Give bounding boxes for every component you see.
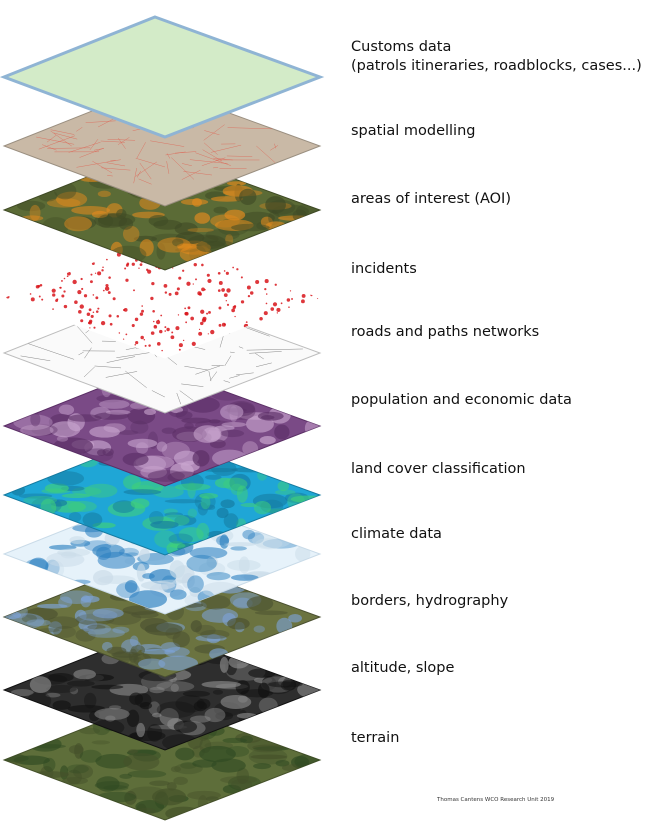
label-areas-of-interest: areas of interest (AOI): [351, 191, 511, 207]
layer-surface-incidents: [2, 237, 322, 359]
layer-texture-altitude: [10, 630, 320, 750]
label-incidents: incidents: [351, 261, 417, 277]
layer-texture-spatial: [36, 91, 279, 185]
label-climate-data: climate data: [351, 526, 442, 542]
layer-plane-aoi: [2, 149, 322, 271]
label-land-cover: land cover classification: [351, 461, 526, 477]
label-customs-data: Customs data (patrols itineraries, roadb…: [351, 38, 642, 76]
layer-plane-customs: [0, 15, 325, 139]
layer-texture-incidents: [6, 241, 319, 352]
layer-texture-borders: [4, 557, 302, 671]
layer-texture-population: [13, 366, 320, 484]
layer-plane-spatial: [2, 85, 322, 207]
label-altitude-slope: altitude, slope: [351, 660, 455, 676]
label-borders-hydrography: borders, hydrography: [351, 593, 509, 609]
label-customs-line1: Customs data: [351, 39, 452, 55]
layer-plane-incidents: [2, 237, 322, 359]
layer-surface-spatial: [2, 85, 322, 207]
layer-plane-population: [2, 365, 322, 487]
layer-surface-customs: [0, 15, 325, 139]
label-spatial-modelling: spatial modelling: [351, 123, 476, 139]
credit-text: Thomas Cantens WCO Research Unit 2019: [437, 797, 555, 803]
label-customs-line2: (patrols itineraries, roadblocks, cases.…: [351, 58, 642, 74]
label-terrain: terrain: [351, 730, 400, 746]
layer-plane-borders: [2, 556, 322, 678]
label-roads-networks: roads and paths networks: [351, 324, 540, 340]
label-population-economic: population and economic data: [351, 392, 572, 408]
layer-plane-altitude: [2, 629, 322, 751]
